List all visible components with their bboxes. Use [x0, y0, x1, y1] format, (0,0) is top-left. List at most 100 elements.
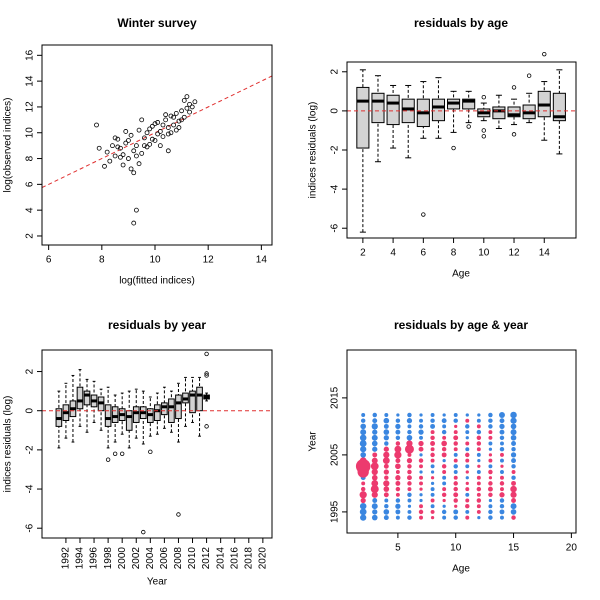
bubble	[395, 463, 401, 470]
point	[165, 148, 171, 154]
point	[165, 131, 171, 137]
bubble	[488, 504, 493, 509]
bubble	[499, 503, 505, 509]
bubble	[499, 481, 505, 486]
bubble	[406, 440, 413, 447]
point	[115, 144, 121, 150]
bubble	[359, 508, 367, 516]
point	[133, 153, 139, 159]
bubble	[372, 418, 378, 424]
bubble	[419, 418, 423, 423]
x-tick-label: 5	[395, 543, 401, 554]
bubble	[372, 429, 378, 435]
bubble	[359, 440, 367, 447]
bubble	[488, 418, 493, 423]
y-tick-label: -2	[330, 145, 341, 154]
bubble	[370, 485, 379, 494]
box	[125, 410, 133, 431]
bubble	[395, 429, 401, 435]
bubble	[372, 412, 377, 418]
chart-title: residuals by year	[108, 318, 206, 332]
outlier	[451, 145, 456, 151]
x-tick-label: 8	[451, 248, 457, 259]
x-axis-label: Age	[452, 269, 470, 280]
bubble	[488, 476, 493, 480]
x-tick-label: 10	[450, 543, 462, 554]
bubble	[511, 458, 516, 464]
bubble	[488, 435, 493, 440]
point	[131, 148, 137, 154]
bubble	[476, 447, 481, 452]
bubble	[371, 457, 378, 464]
bubble	[430, 452, 435, 458]
bubble	[396, 413, 400, 417]
point	[126, 156, 131, 161]
box	[371, 92, 385, 124]
point	[112, 135, 118, 141]
chart-title: residuals by age & year	[394, 318, 528, 332]
point	[176, 118, 182, 124]
bubble	[359, 434, 367, 442]
outlier	[105, 457, 111, 462]
point	[96, 145, 102, 151]
point	[184, 94, 190, 100]
bubble	[407, 487, 412, 492]
bubble	[418, 440, 424, 447]
bubble	[395, 515, 400, 520]
bubble	[383, 417, 390, 424]
box	[132, 406, 140, 423]
y-tick-label: -6	[330, 223, 341, 232]
outlier	[204, 371, 209, 376]
bubble	[465, 413, 469, 417]
x-tick-label: 2016	[229, 547, 240, 570]
point	[136, 161, 142, 167]
bubble	[395, 492, 400, 497]
bubble	[441, 492, 447, 498]
bubble	[383, 480, 390, 487]
bubble	[406, 457, 413, 464]
y-tick-label: 2	[25, 233, 36, 239]
bubble	[430, 435, 435, 441]
outlier	[204, 424, 209, 429]
point	[110, 143, 115, 149]
bubble	[453, 435, 459, 441]
bubble	[360, 446, 367, 453]
y-tick-label: 16	[25, 49, 36, 61]
bubble	[371, 468, 378, 476]
point	[120, 152, 126, 158]
bubble	[499, 418, 505, 424]
plot-frame	[41, 44, 273, 246]
bubble	[430, 430, 435, 435]
bubble	[476, 486, 482, 492]
bubble	[442, 498, 446, 503]
bubble	[383, 435, 389, 441]
bubble	[510, 503, 517, 510]
bubble	[441, 418, 447, 424]
bubble	[407, 504, 412, 508]
point	[139, 150, 145, 156]
bubble	[360, 514, 367, 521]
bubble	[355, 459, 371, 474]
bubble	[453, 481, 458, 486]
plot-frame	[346, 349, 577, 534]
bubble	[453, 509, 459, 515]
box	[154, 404, 161, 422]
point	[181, 114, 187, 120]
y-tick-label: 8	[25, 155, 36, 161]
bubble	[359, 491, 367, 499]
point	[189, 104, 195, 110]
bubble	[383, 429, 390, 435]
bubble	[476, 481, 481, 486]
bubble	[361, 413, 366, 417]
box	[431, 98, 445, 122]
y-tick-label: 6	[25, 181, 36, 187]
plot-frame	[346, 61, 577, 239]
bubble	[430, 447, 435, 452]
bubble	[407, 412, 412, 418]
box	[492, 106, 506, 120]
bubble	[453, 486, 458, 492]
bubble	[395, 498, 401, 503]
box	[83, 390, 91, 406]
bubble	[359, 502, 367, 510]
